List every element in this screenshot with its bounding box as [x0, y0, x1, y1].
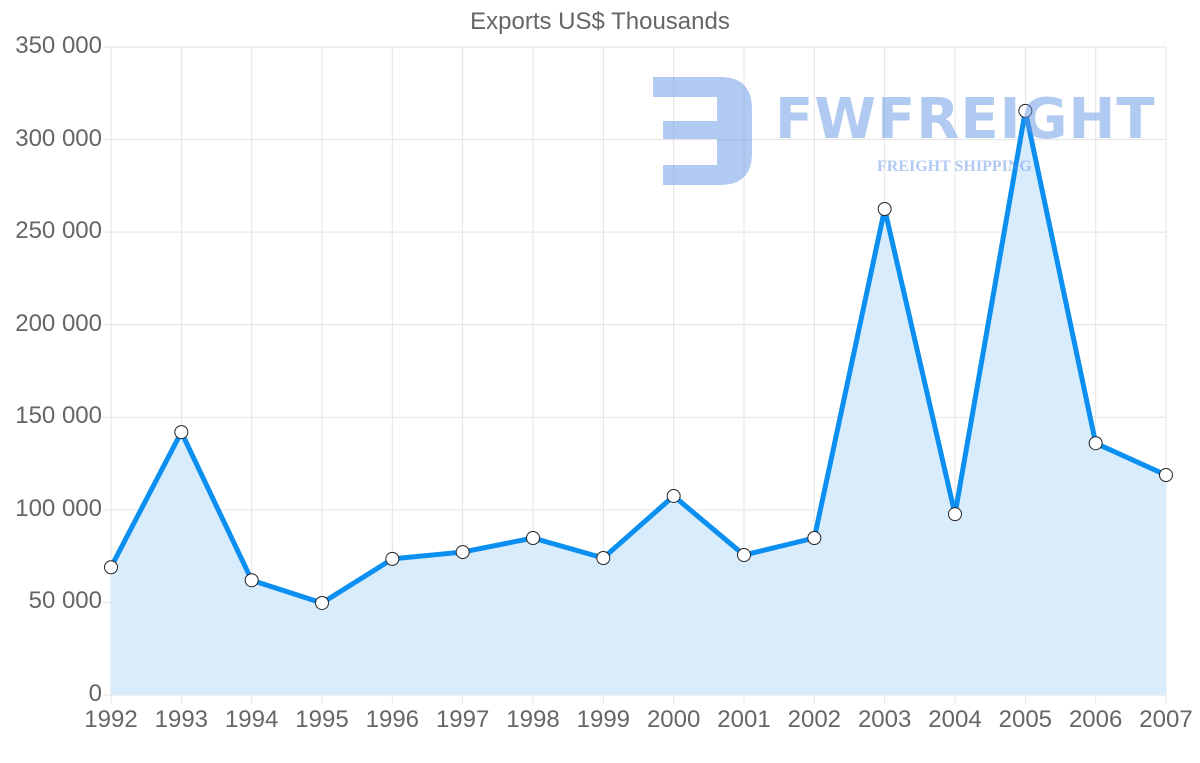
- chart-title: Exports US$ Thousands: [470, 8, 730, 35]
- y-tick-label: 150 000: [15, 402, 102, 430]
- x-tick-label: 2004: [928, 706, 982, 733]
- data-point-1998[interactable]: [526, 530, 540, 545]
- x-tick-label: 1998: [506, 706, 560, 733]
- data-point-2006[interactable]: [1088, 436, 1103, 451]
- data-point-1993[interactable]: [174, 425, 189, 440]
- data-point-2001[interactable]: [737, 548, 751, 563]
- data-points[interactable]: [104, 103, 1173, 610]
- x-tick-label: 1999: [576, 706, 631, 733]
- x-tick-label: 1993: [154, 706, 209, 733]
- data-point-2002[interactable]: [807, 530, 822, 545]
- x-tick-label: 2000: [646, 706, 701, 733]
- area-fill: [111, 110, 1166, 696]
- x-tick-label: 1996: [365, 706, 420, 733]
- x-tick-label: 2001: [717, 706, 771, 733]
- data-point-2004[interactable]: [948, 507, 962, 522]
- y-tick-label: 50 000: [28, 587, 102, 615]
- x-tick-label: 1994: [224, 706, 279, 733]
- data-point-2005[interactable]: [1018, 103, 1033, 118]
- x-tick-label: 2005: [998, 706, 1053, 733]
- data-point-1997[interactable]: [455, 545, 470, 560]
- y-tick-label: 200 000: [15, 309, 102, 337]
- y-tick-label: 0: [88, 680, 102, 707]
- y-tick-label: 250 000: [15, 217, 102, 245]
- data-point-1995[interactable]: [315, 595, 329, 610]
- x-tick-label: 1995: [295, 706, 349, 733]
- data-point-2007[interactable]: [1159, 468, 1173, 483]
- data-point-1999[interactable]: [596, 550, 611, 565]
- data-point-1994[interactable]: [244, 573, 259, 588]
- data-point-1992[interactable]: [104, 560, 118, 575]
- y-tick-label: 100 000: [15, 494, 102, 522]
- series-line: [108, 108, 1168, 606]
- data-point-2003[interactable]: [877, 202, 892, 216]
- data-point-1996[interactable]: [385, 551, 400, 566]
- x-tick-label: 2007: [1139, 706, 1193, 733]
- x-tick-label: 2002: [787, 706, 842, 733]
- x-tick-label: 2003: [857, 706, 912, 733]
- y-tick-label: 300 000: [15, 124, 102, 152]
- y-tick-label: 350 000: [15, 32, 102, 59]
- x-tick-label: 1997: [435, 706, 490, 733]
- data-point-2000[interactable]: [666, 488, 681, 503]
- x-tick-label: 2006: [1068, 706, 1123, 733]
- x-tick-label: 1992: [84, 706, 138, 733]
